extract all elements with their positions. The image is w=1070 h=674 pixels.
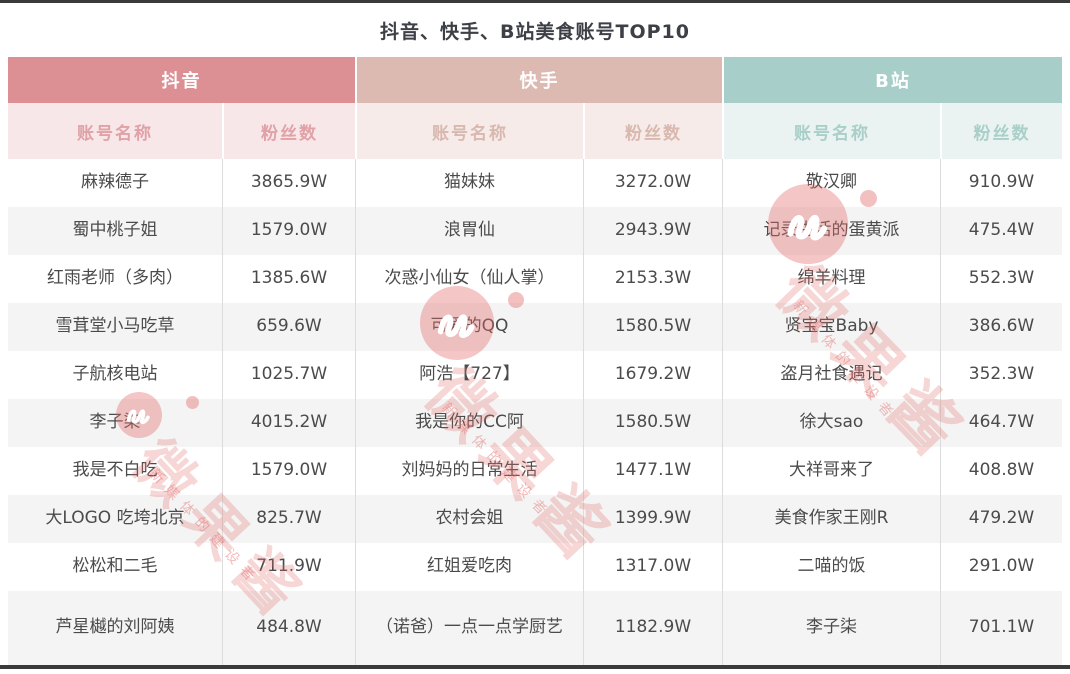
account-name-cell: 贤宝宝Baby: [722, 303, 940, 351]
fans-count-cell: 2943.9W: [583, 207, 722, 255]
account-name-cell: 徐大sao: [722, 399, 940, 447]
fans-count-cell: 386.6W: [940, 303, 1062, 351]
fans-count-cell: 3272.0W: [583, 159, 722, 207]
column-header-name-bilibili: 账号名称: [722, 103, 940, 159]
account-name-cell: 绵羊料理: [722, 255, 940, 303]
account-name-cell: 松松和二毛: [72, 556, 158, 577]
account-name-cell: 子航核电站: [72, 364, 158, 385]
fans-count-cell: 552.3W: [940, 255, 1062, 303]
account-name-cell: 麻辣德子: [81, 172, 149, 193]
column-header-fans-kuaishou: 粉丝数: [583, 103, 722, 159]
platform-header-bilibili: B站: [722, 57, 1062, 103]
account-name-cell: 可爱的QQ: [355, 303, 583, 351]
column-header-name-douyin: 账号名称: [8, 103, 222, 159]
fans-count-cell: 4015.2W: [222, 399, 355, 447]
fans-count-cell: 3865.9W: [222, 159, 355, 207]
fans-count-cell: 1182.9W: [583, 591, 722, 665]
fans-count-cell: 291.0W: [940, 543, 1062, 591]
account-name-cell: 敬汉卿: [722, 159, 940, 207]
column-header-fans-douyin: 粉丝数: [222, 103, 355, 159]
fans-count-cell: 1025.7W: [222, 351, 355, 399]
account-name-cell: 浪胃仙: [355, 207, 583, 255]
bottom-border-line: [0, 665, 1070, 669]
fans-count-cell: 479.2W: [940, 495, 1062, 543]
fans-count-cell: 1317.0W: [583, 543, 722, 591]
fans-count-cell: 1579.0W: [222, 207, 355, 255]
account-name-cell: 猫妹妹: [355, 159, 583, 207]
account-name-cell: 刘妈妈的日常生活: [355, 447, 583, 495]
fans-count-cell: 408.8W: [940, 447, 1062, 495]
platform-header-kuaishou: 快手: [355, 57, 722, 103]
column-header-fans-bilibili: 粉丝数: [940, 103, 1062, 159]
account-name-cell: 美食作家王刚R: [722, 495, 940, 543]
account-name-cell: （诺爸）一点一点学厨艺: [355, 591, 583, 665]
top-border-line: [0, 0, 1070, 3]
fans-count-cell: 484.8W: [222, 591, 355, 665]
account-name-cell: 我是你的CC阿: [355, 399, 583, 447]
account-name-cell: 次惑小仙女（仙人掌）: [355, 255, 583, 303]
fans-count-cell: 701.1W: [940, 591, 1062, 665]
account-name-cell: 雪茸堂小马吃草: [8, 303, 222, 351]
account-name-cell: 蜀中桃子姐: [8, 207, 222, 255]
fans-count-cell: 475.4W: [940, 207, 1062, 255]
page-title: 抖音、快手、B站美食账号TOP10: [380, 20, 690, 43]
fans-count-cell: 1580.5W: [583, 303, 722, 351]
account-name-cell: 芦星樾的刘阿姨: [8, 591, 222, 665]
account-name-cell: 记录生活的蛋黄派: [722, 207, 940, 255]
fans-count-cell: 659.6W: [222, 303, 355, 351]
account-name-cell: 我是不白吃: [72, 460, 158, 481]
account-name-cell: 大祥哥来了: [722, 447, 940, 495]
fans-count-cell: 2153.3W: [583, 255, 722, 303]
account-name-cell: 李子柒: [722, 591, 940, 665]
account-name-cell: 二喵的饭: [722, 543, 940, 591]
platform-header-douyin: 抖音: [8, 57, 355, 103]
fans-count-cell: 1580.5W: [583, 399, 722, 447]
account-name-cell: 阿浩【727】: [355, 351, 583, 399]
account-name-cell: 红姐爱吃肉: [355, 543, 583, 591]
fans-count-cell: 1477.1W: [583, 447, 722, 495]
fans-count-cell: 352.3W: [940, 351, 1062, 399]
fans-count-cell: 1679.2W: [583, 351, 722, 399]
fans-count-cell: 825.7W: [222, 495, 355, 543]
rankings-table: 抖音 快手 B站 账号名称 粉丝数 账号名称 粉丝数 账号名称 粉丝数 麻辣德子 3865.9W 猫妹…: [8, 57, 1062, 665]
fans-count-cell: 464.7W: [940, 399, 1062, 447]
account-name-cell: 李子柒: [8, 399, 222, 447]
column-header-name-kuaishou: 账号名称: [355, 103, 583, 159]
account-name-cell: 盗月社食遇记: [722, 351, 940, 399]
fans-count-cell: 1385.6W: [222, 255, 355, 303]
account-name-cell: 农村会姐: [355, 495, 583, 543]
account-name-cell: 红雨老师（多肉）: [47, 268, 183, 289]
fans-count-cell: 910.9W: [940, 159, 1062, 207]
fans-count-cell: 711.9W: [222, 543, 355, 591]
fans-count-cell: 1579.0W: [222, 447, 355, 495]
fans-count-cell: 1399.9W: [583, 495, 722, 543]
account-name-cell: 大LOGO 吃垮北京: [8, 495, 222, 543]
